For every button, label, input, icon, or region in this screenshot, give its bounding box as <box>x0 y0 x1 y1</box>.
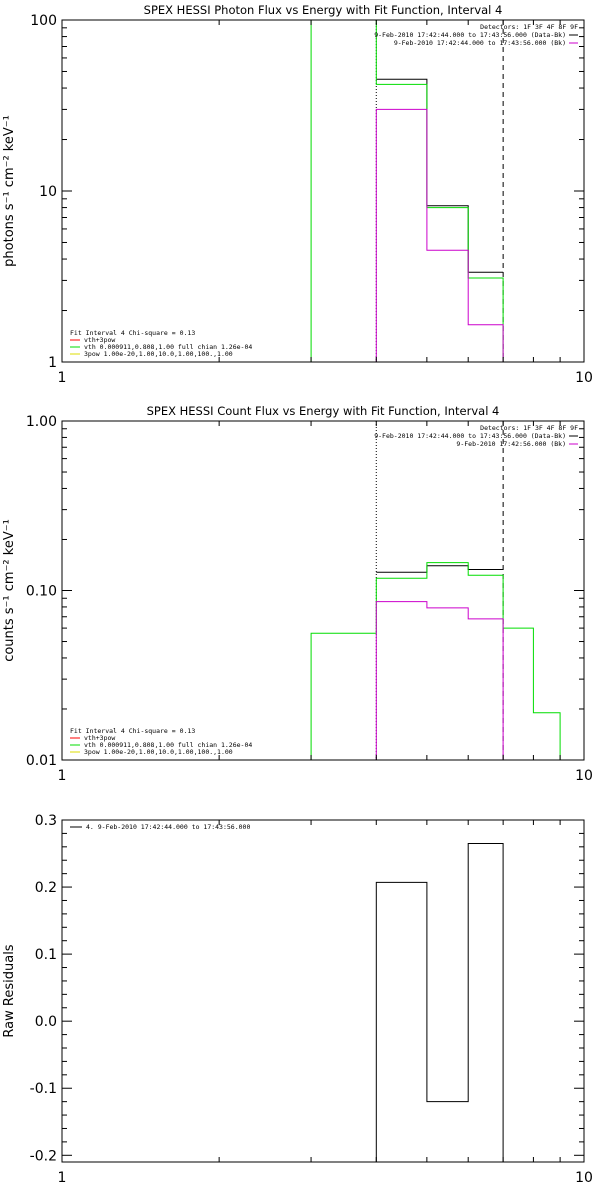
legend-top-entry: 4. 9-Feb-2010 17:42:44.000 to 17:43:56.0… <box>86 823 250 831</box>
y-tick-label: 0.1 <box>35 947 57 963</box>
legend-top-entry: Detectors: 1F 3F 4F 8F 9F <box>480 424 578 432</box>
x-tick-label: 1 <box>58 1170 67 1186</box>
y-tick-label: 10 <box>39 184 57 200</box>
legend-top-entry: 9-Feb-2010 17:42:44.000 to 17:43:56.000 … <box>374 432 566 440</box>
plot-area <box>375 843 504 1162</box>
y-tick-label: 0.3 <box>35 813 57 829</box>
chart-panel-2: SPEX HESSI Count Flux vs Energy with Fit… <box>2 404 593 784</box>
axes-frame <box>61 19 585 363</box>
legend-bottom-entry: Fit Interval 4 Chi-square = 0.13 <box>70 329 195 337</box>
x-tick-label: 10 <box>575 768 593 784</box>
legend-bottom-entry: 3pow 1.00e-20,1.00,10.0,1.00,100.,1.00 <box>84 748 233 756</box>
y-tick-label: -0.2 <box>30 1148 57 1164</box>
y-tick-label: 100 <box>30 13 57 29</box>
series-2-step-line <box>310 562 561 760</box>
legend-bottom-entry: vth 0.000911,0.808,1.00 full chian 1.26e… <box>84 343 252 351</box>
chart-panel-1: SPEX HESSI Photon Flux vs Energy with Fi… <box>2 3 593 386</box>
legend-bottom-entry: Fit Interval 4 Chi-square = 0.13 <box>70 727 195 735</box>
legend-top-entry: 9-Feb-2010 17:42:44.000 to 17:43:56.000 … <box>394 39 566 47</box>
plot-area <box>310 421 561 760</box>
chart-title: SPEX HESSI Photon Flux vs Energy with Fi… <box>144 3 503 17</box>
legend-bottom-entry: vth+3pow <box>84 336 115 344</box>
legend-top-entry: 9-Feb-2010 17:42:44.000 to 17:43:56.000 … <box>374 31 566 39</box>
y-tick-label: 0.0 <box>35 1014 57 1030</box>
y-tick-label: -0.1 <box>30 1081 57 1097</box>
y-tick-label: 0.10 <box>26 584 57 600</box>
series-1-step-line <box>375 843 504 1162</box>
series-1-step-line <box>376 565 504 573</box>
x-tick-label: 1 <box>58 768 67 784</box>
axes-frame <box>61 420 585 761</box>
chart-panel-3: 1 10 -0.2 -0.1 0.0 0.1 0.2 0.3 Raw Residuals 4. 9… <box>2 813 593 1186</box>
y-tick-label: 1.00 <box>26 414 57 430</box>
y-axis-label: photons s⁻¹ cm⁻² keV⁻¹ <box>2 115 17 267</box>
series-1-step-line <box>376 78 504 273</box>
axes-frame <box>61 819 585 1163</box>
y-axis-label: Raw Residuals <box>2 944 17 1037</box>
chart-title: SPEX HESSI Count Flux vs Energy with Fit… <box>147 404 500 418</box>
x-tick-label: 1 <box>58 370 67 386</box>
series-3-step-line <box>375 108 504 362</box>
legend-bottom-entry: vth+3pow <box>84 734 115 742</box>
y-tick-label: 0.01 <box>26 753 57 769</box>
legend-top-entry: 9-Feb-2010 17:42:56.000 (Bk) <box>456 440 566 448</box>
series-3-step-line <box>375 601 504 760</box>
y-axis-label: counts s⁻¹ cm⁻² keV⁻¹ <box>2 519 17 662</box>
legend-top-entry: Detectors: 1F 3F 4F 8F 9F <box>480 23 578 31</box>
x-tick-label: 10 <box>575 1170 593 1186</box>
y-tick-label: 1 <box>48 355 57 371</box>
x-tick-label: 10 <box>575 370 593 386</box>
plot-area <box>310 20 504 362</box>
legend-bottom-entry: vth 0.000911,0.808,1.00 full chian 1.26e… <box>84 741 252 749</box>
series-2-step-line <box>310 20 504 362</box>
y-tick-label: 0.2 <box>35 880 57 896</box>
legend-bottom-entry: 3pow 1.00e-20,1.00,10.0,1.00,100.,1.00 <box>84 350 233 358</box>
